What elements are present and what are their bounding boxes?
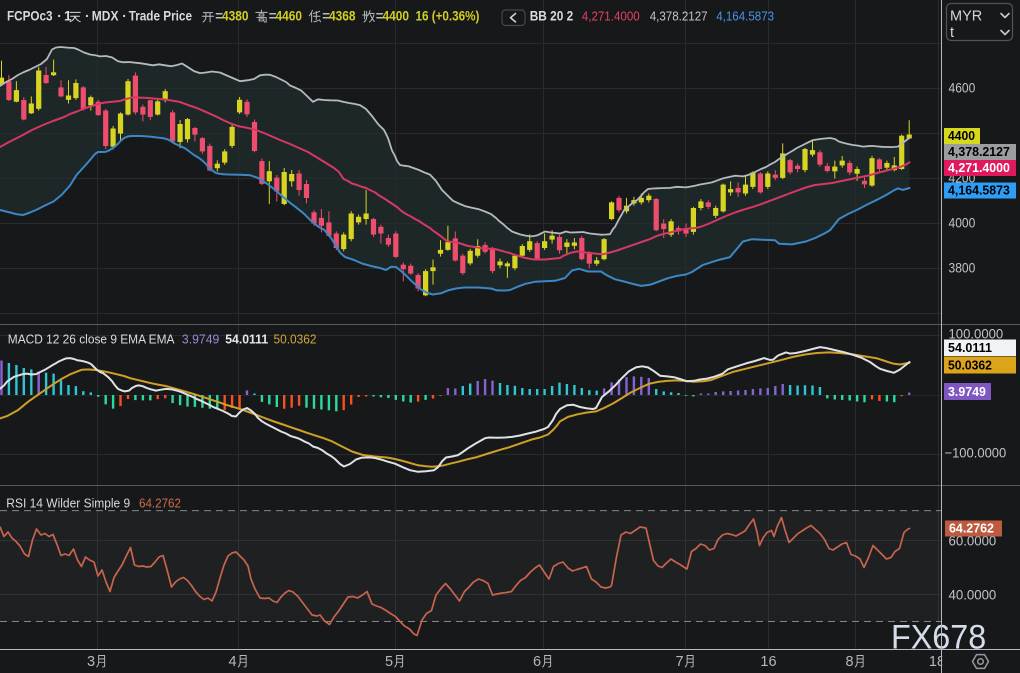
svg-text:4400: 4400 bbox=[383, 8, 409, 24]
svg-text:64.2762: 64.2762 bbox=[949, 520, 994, 535]
svg-text:BB 20 2: BB 20 2 bbox=[530, 8, 574, 24]
svg-text:4,164.5873: 4,164.5873 bbox=[948, 183, 1010, 197]
svg-text:54.0111: 54.0111 bbox=[225, 332, 268, 346]
svg-text:MDX: MDX bbox=[92, 8, 119, 24]
svg-text:=: = bbox=[322, 9, 330, 24]
svg-text:=: = bbox=[269, 9, 277, 24]
svg-text:16 (+0.36%): 16 (+0.36%) bbox=[416, 9, 480, 24]
svg-text:54.0111: 54.0111 bbox=[948, 340, 992, 355]
svg-text:4,378.2127: 4,378.2127 bbox=[948, 145, 1010, 159]
svg-text:7: 7 bbox=[676, 654, 684, 670]
svg-text:=: = bbox=[215, 9, 223, 24]
svg-text:8: 8 bbox=[846, 654, 854, 670]
svg-text:MACD 12 26 close 9 EMA EMA: MACD 12 26 close 9 EMA EMA bbox=[8, 332, 175, 347]
svg-text:·: · bbox=[122, 9, 127, 24]
svg-text:60.0000: 60.0000 bbox=[949, 533, 997, 548]
svg-text:4380: 4380 bbox=[222, 8, 248, 24]
svg-text:4368: 4368 bbox=[329, 8, 355, 24]
svg-text:Trade Price: Trade Price bbox=[129, 9, 192, 24]
svg-text:40.0000: 40.0000 bbox=[949, 587, 997, 602]
svg-text:1: 1 bbox=[64, 9, 72, 24]
svg-text:·: · bbox=[57, 9, 62, 24]
svg-text:4400: 4400 bbox=[948, 129, 975, 143]
svg-text:3800: 3800 bbox=[949, 260, 976, 276]
svg-text:50.0362: 50.0362 bbox=[274, 332, 317, 347]
svg-text:4,378.2127: 4,378.2127 bbox=[650, 9, 708, 24]
svg-text:4000: 4000 bbox=[949, 215, 976, 231]
svg-text:4,271.4000: 4,271.4000 bbox=[582, 9, 640, 24]
svg-text:4,271.4000: 4,271.4000 bbox=[948, 161, 1010, 175]
svg-text:t: t bbox=[950, 25, 954, 41]
svg-text:RSI 14 Wilder Simple 9: RSI 14 Wilder Simple 9 bbox=[6, 496, 130, 511]
svg-text:3: 3 bbox=[87, 654, 95, 670]
svg-text:4600: 4600 bbox=[949, 80, 976, 96]
svg-text:−100.0000: −100.0000 bbox=[945, 445, 1007, 461]
svg-text:5: 5 bbox=[385, 654, 393, 670]
svg-text:4: 4 bbox=[229, 654, 237, 670]
svg-text:16: 16 bbox=[760, 654, 776, 670]
svg-text:4,164.5873: 4,164.5873 bbox=[716, 9, 774, 24]
svg-text:4460: 4460 bbox=[276, 8, 302, 24]
svg-text:FX678: FX678 bbox=[891, 619, 986, 657]
svg-text:18: 18 bbox=[929, 654, 945, 670]
svg-text:3.9749: 3.9749 bbox=[948, 384, 986, 399]
svg-text:·: · bbox=[85, 9, 90, 24]
svg-text:=: = bbox=[376, 9, 384, 24]
svg-text:FCPOc3: FCPOc3 bbox=[7, 9, 53, 24]
svg-text:100.0000: 100.0000 bbox=[949, 326, 1004, 341]
svg-text:MYR: MYR bbox=[950, 9, 982, 25]
svg-text:3.9749: 3.9749 bbox=[182, 331, 219, 347]
svg-text:50.0362: 50.0362 bbox=[948, 358, 992, 372]
svg-text:64.2762: 64.2762 bbox=[139, 496, 181, 511]
svg-text:6: 6 bbox=[533, 654, 541, 670]
